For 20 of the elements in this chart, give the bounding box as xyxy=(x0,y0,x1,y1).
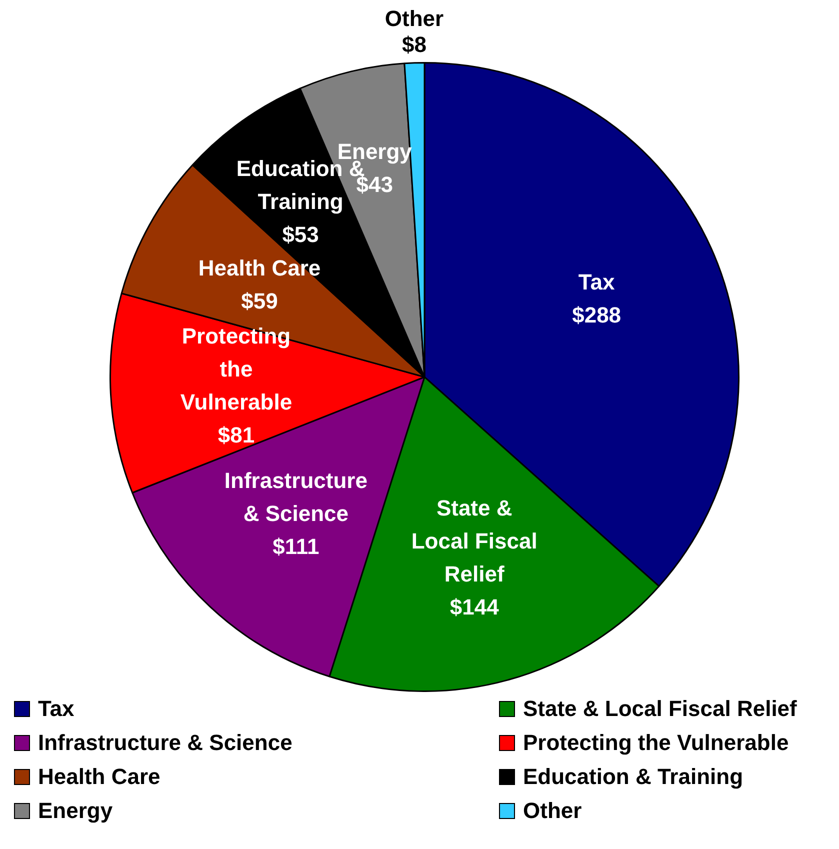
data-label: $59 xyxy=(241,288,278,314)
data-label: $288 xyxy=(572,302,622,328)
slice-label: Infrastructure & Science xyxy=(224,468,368,526)
slice-label: Protecting the Vulnerable xyxy=(180,324,292,415)
legend-label: Education & Training xyxy=(523,764,744,790)
legend-label: Infrastructure & Science xyxy=(38,730,292,756)
slice-label: Other xyxy=(384,6,444,31)
legend-label: Energy xyxy=(38,798,113,824)
legend-label: Protecting the Vulnerable xyxy=(523,730,789,756)
legend-label: Health Care xyxy=(38,764,160,790)
slice-label: Tax xyxy=(578,269,616,294)
legend-label: State & Local Fiscal Relief xyxy=(523,696,797,722)
legend-label: Other xyxy=(523,798,582,824)
data-label: $8 xyxy=(402,32,427,57)
legend-label: Tax xyxy=(38,696,74,722)
data-label: $53 xyxy=(282,222,319,247)
data-label: $144 xyxy=(450,594,500,620)
slice-label: State & Local Fiscal Relief xyxy=(411,495,538,586)
data-label: $111 xyxy=(272,534,320,559)
data-label: $81 xyxy=(218,422,255,448)
